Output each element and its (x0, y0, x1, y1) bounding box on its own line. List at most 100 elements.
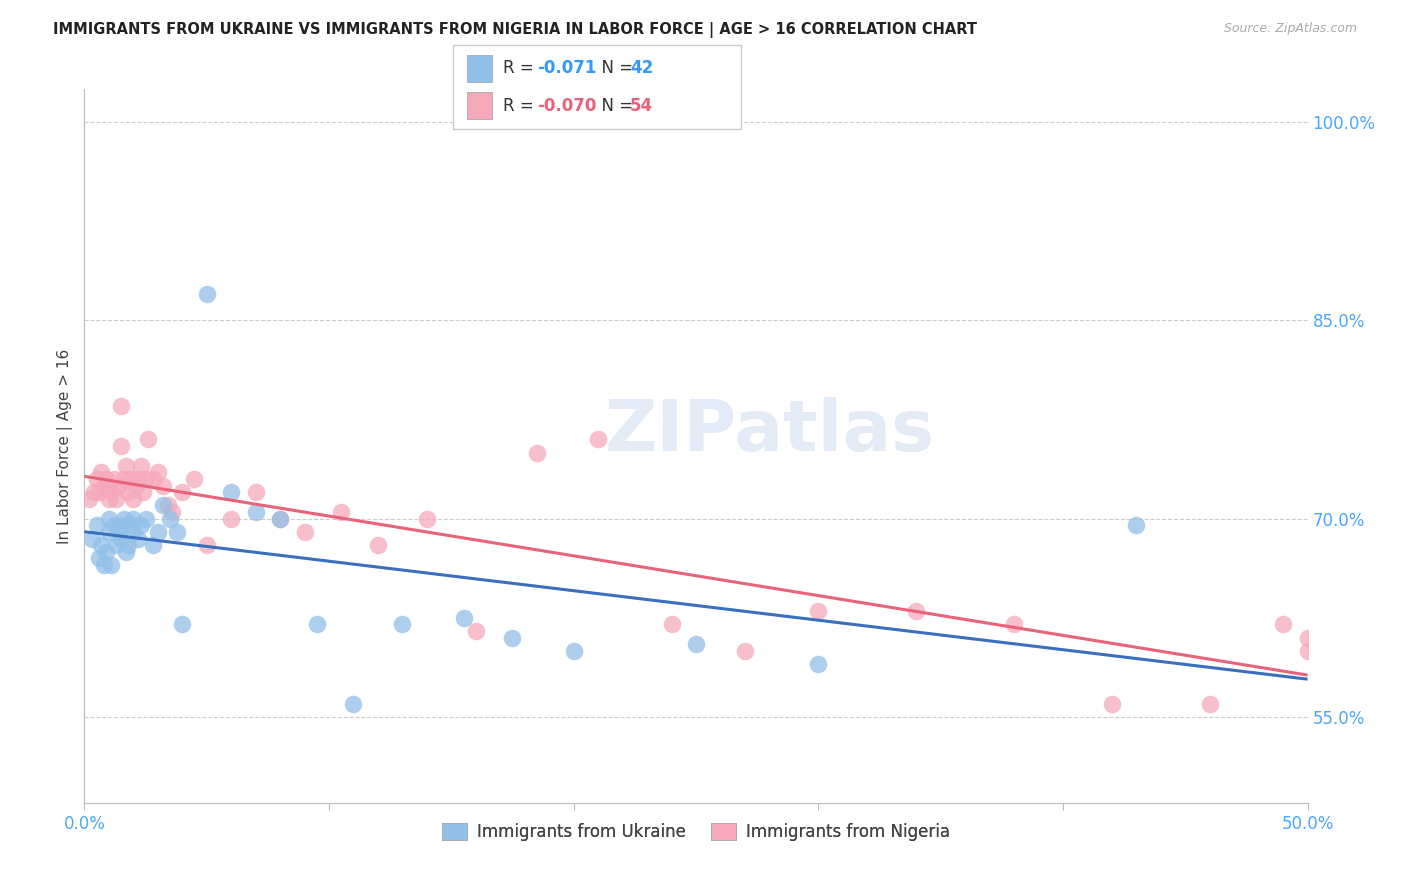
Point (183, 472, 205, 486)
Point (464, 624, 486, 638)
Text: 54: 54 (630, 96, 652, 114)
Point (135, 472, 157, 486)
Point (120, 472, 142, 486)
Point (142, 472, 165, 486)
Point (120, 518, 142, 533)
Point (97, 491, 120, 506)
Point (110, 532, 132, 546)
Point (1101, 697, 1123, 711)
Point (107, 478, 129, 492)
Text: R =: R = (503, 96, 540, 114)
Text: 42: 42 (630, 60, 654, 78)
Point (97, 478, 120, 492)
Point (1296, 644, 1319, 658)
Point (110, 518, 132, 533)
Point (97, 511, 120, 525)
Point (142, 538, 165, 552)
Point (734, 644, 756, 658)
Point (77, 491, 100, 506)
Point (146, 524, 169, 539)
Text: R =: R = (503, 60, 540, 78)
Point (453, 611, 475, 625)
Text: N =: N = (591, 60, 638, 78)
Point (93, 478, 115, 492)
Point (117, 485, 139, 500)
Point (526, 445, 548, 459)
Point (1296, 631, 1319, 645)
Point (105, 491, 128, 506)
Point (83, 485, 105, 500)
Point (90, 538, 112, 552)
Point (661, 617, 683, 632)
Point (305, 617, 328, 632)
Point (80, 532, 103, 546)
Point (159, 511, 181, 525)
Point (127, 472, 149, 486)
Point (562, 644, 585, 658)
Point (115, 458, 138, 473)
Point (117, 538, 139, 552)
Point (195, 538, 218, 552)
Point (245, 505, 267, 519)
Point (122, 491, 145, 506)
Point (122, 511, 145, 525)
Point (100, 558, 122, 572)
Point (807, 604, 830, 618)
Point (87, 551, 110, 566)
Text: N =: N = (591, 96, 638, 114)
Point (152, 478, 174, 492)
Point (135, 511, 157, 525)
Point (1198, 697, 1220, 711)
Point (172, 485, 194, 500)
Text: ZIPatlas: ZIPatlas (605, 397, 935, 467)
Point (905, 604, 928, 618)
Point (103, 472, 125, 486)
Point (342, 697, 364, 711)
Point (110, 439, 132, 453)
Point (103, 518, 125, 533)
Y-axis label: In Labor Force | Age > 16: In Labor Force | Age > 16 (58, 349, 73, 543)
Point (132, 485, 155, 500)
Point (195, 287, 218, 301)
Point (115, 545, 138, 559)
Point (122, 524, 145, 539)
Point (86, 472, 108, 486)
Point (86, 518, 108, 533)
Point (219, 485, 242, 500)
Point (96, 472, 118, 486)
Point (110, 400, 132, 414)
Point (367, 538, 389, 552)
Text: IMMIGRANTS FROM UKRAINE VS IMMIGRANTS FROM NIGERIA IN LABOR FORCE | AGE > 16 COR: IMMIGRANTS FROM UKRAINE VS IMMIGRANTS FR… (53, 22, 977, 38)
Text: -0.071: -0.071 (537, 60, 596, 78)
Point (136, 433, 159, 447)
Point (97, 524, 120, 539)
Point (685, 637, 707, 651)
Point (127, 532, 149, 546)
Point (294, 524, 316, 539)
Point (166, 524, 188, 539)
Point (502, 631, 524, 645)
Point (330, 505, 353, 519)
Text: Source: ZipAtlas.com: Source: ZipAtlas.com (1223, 22, 1357, 36)
Point (586, 433, 609, 447)
Point (1125, 518, 1147, 533)
Point (156, 499, 179, 513)
Text: -0.070: -0.070 (537, 96, 596, 114)
Point (90, 466, 112, 480)
Point (807, 657, 830, 671)
Point (100, 485, 122, 500)
Point (129, 518, 152, 533)
Point (269, 511, 291, 525)
Point (129, 458, 152, 473)
Point (162, 505, 184, 519)
Legend: Immigrants from Ukraine, Immigrants from Nigeria: Immigrants from Ukraine, Immigrants from… (436, 816, 956, 848)
Point (269, 511, 291, 525)
Point (107, 524, 129, 539)
Point (146, 466, 169, 480)
Point (96, 545, 118, 559)
Point (1002, 617, 1025, 632)
Point (391, 617, 413, 632)
Point (87, 485, 110, 500)
Point (416, 511, 439, 525)
Point (112, 472, 135, 486)
